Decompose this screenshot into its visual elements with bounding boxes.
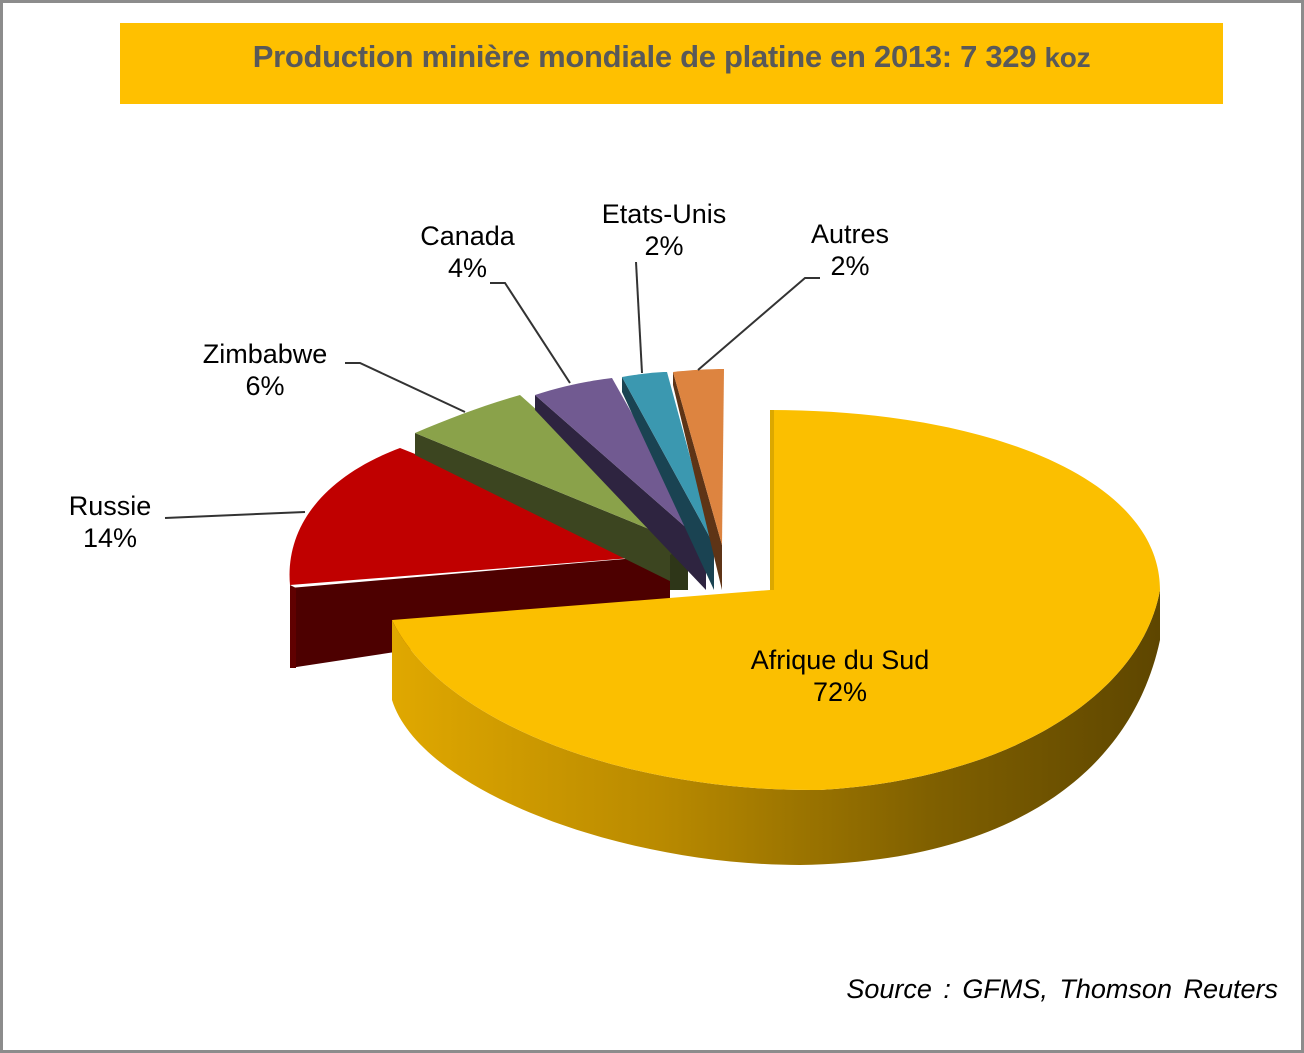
slice-russie (289, 448, 670, 668)
label-russie-name: Russie (68, 491, 152, 521)
chart-title: Production minière mondiale de platine e… (120, 39, 1223, 75)
leader-zimbabwe (345, 362, 466, 413)
label-zimbabwe-pct: 6% (245, 371, 285, 401)
leader-canada (490, 282, 571, 384)
label-canada-pct: 4% (447, 253, 488, 283)
label-etats-unis-name: Etats-Unis (601, 199, 727, 229)
label-etats-unis: Etats-Unis 2% (585, 198, 743, 262)
label-afrique-du-sud-pct: 72% (812, 677, 868, 707)
label-autres-pct: 2% (830, 251, 870, 281)
leader-lines (164, 261, 820, 519)
label-afrique-du-sud-name: Afrique du Sud (750, 645, 930, 675)
chart-title-box: Production minière mondiale de platine e… (120, 23, 1223, 104)
slice-afrique-du-sud (392, 410, 1160, 865)
chart-title-unit: koz (1044, 42, 1091, 73)
slice-autres (673, 369, 724, 590)
slice-etats-unis (622, 372, 714, 590)
label-zimbabwe: Zimbabwe 6% (190, 338, 340, 402)
label-canada: Canada 4% (405, 220, 530, 284)
label-afrique-du-sud: Afrique du Sud 72% (735, 644, 945, 708)
label-russie: Russie 14% (55, 490, 165, 554)
source-note: Source : GFMS, Thomson Reuters (846, 974, 1278, 1004)
label-canada-name: Canada (420, 221, 515, 251)
leader-russie (164, 511, 306, 519)
slice-canada (535, 378, 706, 590)
label-zimbabwe-name: Zimbabwe (202, 339, 328, 369)
leader-autres (697, 277, 820, 371)
label-autres: Autres 2% (795, 218, 905, 282)
label-autres-name: Autres (810, 219, 890, 249)
chart-title-main: Production minière mondiale de platine e… (252, 39, 1045, 74)
label-etats-unis-pct: 2% (644, 231, 684, 261)
leader-etats-unis (635, 261, 643, 374)
label-russie-pct: 14% (82, 523, 138, 553)
